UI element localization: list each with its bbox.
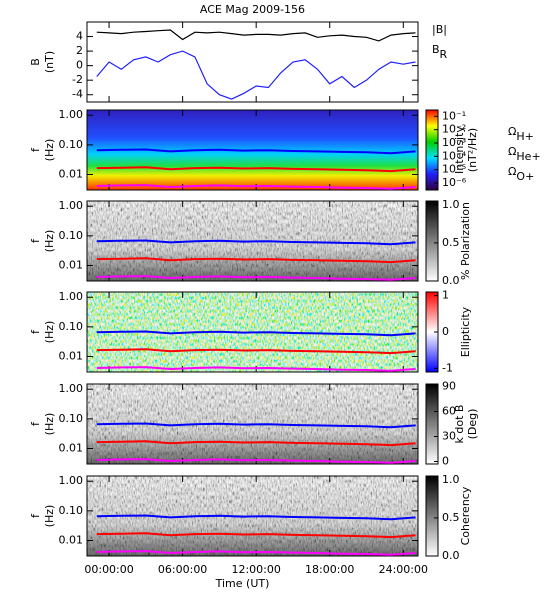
plot-frame bbox=[86, 383, 419, 465]
y-axis-label: f bbox=[29, 513, 42, 518]
colorbar bbox=[425, 383, 439, 465]
colorbar bbox=[425, 475, 439, 557]
x-tick-label: 24:00:00 bbox=[379, 563, 428, 576]
x-tick-label: 18:00:00 bbox=[305, 563, 354, 576]
y-tick-label: 4 bbox=[76, 30, 83, 43]
colorbar-tick-label: 0.0 bbox=[442, 274, 460, 287]
data-line bbox=[96, 257, 416, 264]
y-tick-label: 0.01 bbox=[59, 350, 84, 363]
colorbar-label: Coherency bbox=[459, 486, 472, 545]
y-tick-label: 0.10 bbox=[59, 320, 84, 333]
plot-frame bbox=[86, 475, 419, 557]
data-line bbox=[96, 29, 416, 42]
y-tick-label: 0.01 bbox=[59, 442, 84, 455]
colorbar-tick-label: 30 bbox=[442, 430, 456, 443]
colorbar-label: Ellipticity bbox=[459, 306, 472, 357]
colorbar-tick-label: 90 bbox=[442, 380, 456, 393]
colorbar-tick-label: 0.0 bbox=[442, 549, 460, 562]
data-line bbox=[96, 184, 416, 190]
x-axis-label: Time (UT) bbox=[215, 577, 270, 590]
legend-entry: BR bbox=[432, 43, 448, 61]
y-tick-label: 0.10 bbox=[59, 412, 84, 425]
legend-entry: |B| bbox=[432, 23, 447, 36]
x-tick-label: 06:00:00 bbox=[158, 563, 207, 576]
y-axis-label: f bbox=[29, 147, 42, 152]
x-tick-label: 00:00:00 bbox=[84, 563, 133, 576]
y-tick-label: 0.01 bbox=[59, 534, 84, 547]
y-tick-label: 1.00 bbox=[59, 474, 84, 487]
colorbar-tick-label: 10⁻⁴ bbox=[442, 149, 467, 162]
y-axis-label: (Hz) bbox=[43, 230, 56, 253]
colorbar-tick-label: 0 bbox=[442, 455, 449, 468]
y-tick-label: 1.00 bbox=[59, 199, 84, 212]
colorbar-label: k dot B bbox=[453, 405, 466, 444]
plot-frame bbox=[86, 291, 419, 373]
data-line bbox=[96, 440, 416, 447]
y-tick-label: 0.01 bbox=[59, 168, 84, 181]
colorbar-tick-label: 1 bbox=[442, 289, 449, 302]
y-tick-label: -4 bbox=[72, 88, 83, 101]
y-tick-label: 0.10 bbox=[59, 138, 84, 151]
colorbar-label: Intensity bbox=[453, 126, 466, 174]
y-tick-label: 0.10 bbox=[59, 229, 84, 242]
y-tick-label: 1.00 bbox=[59, 382, 84, 395]
data-line bbox=[96, 422, 416, 429]
x-tick-label: 12:00:00 bbox=[231, 563, 280, 576]
legend-entry: ΩH+ bbox=[508, 125, 534, 143]
data-line bbox=[96, 550, 416, 556]
y-tick-label: -2 bbox=[72, 73, 83, 86]
y-axis-label: (Hz) bbox=[43, 321, 56, 344]
colorbar-label: (Deg) bbox=[466, 409, 479, 440]
data-line bbox=[96, 239, 416, 246]
colorbar-tick-label: 10⁻³ bbox=[442, 136, 466, 149]
colorbar-tick-label: 10⁻⁶ bbox=[442, 176, 467, 189]
data-line bbox=[96, 348, 416, 355]
plot-frame bbox=[86, 109, 419, 191]
data-line bbox=[96, 330, 416, 337]
colorbar-tick-label: 60 bbox=[442, 405, 456, 418]
y-tick-label: 2 bbox=[76, 44, 83, 57]
data-line bbox=[96, 50, 416, 100]
y-tick-label: 0 bbox=[76, 59, 83, 72]
colorbar-tick-label: 0.5 bbox=[442, 236, 460, 249]
colorbar-tick-label: 1.0 bbox=[442, 473, 460, 486]
colorbar bbox=[425, 109, 439, 191]
y-axis-label: (Hz) bbox=[43, 505, 56, 528]
colorbar-tick-label: 1.0 bbox=[442, 198, 460, 211]
y-axis-label: B bbox=[29, 58, 42, 66]
colorbar-label: % Polarization bbox=[459, 202, 472, 280]
y-axis-label: (Hz) bbox=[43, 413, 56, 436]
colorbar-tick-label: 0 bbox=[442, 325, 449, 338]
data-line bbox=[96, 458, 416, 464]
colorbar-tick-label: 10⁻⁵ bbox=[442, 163, 466, 176]
colorbar-tick-label: -1 bbox=[442, 361, 453, 374]
y-axis-label: (Hz) bbox=[43, 139, 56, 162]
legend-entry: ΩO+ bbox=[508, 165, 534, 183]
y-tick-label: 0.10 bbox=[59, 504, 84, 517]
data-line bbox=[96, 148, 416, 155]
plot-frame bbox=[86, 21, 419, 103]
y-tick-label: 0.01 bbox=[59, 259, 84, 272]
y-axis-label: (nT) bbox=[43, 51, 56, 73]
data-line bbox=[96, 532, 416, 539]
y-axis-label: f bbox=[29, 421, 42, 426]
chart-title: ACE Mag 2009-156 bbox=[200, 3, 305, 16]
colorbar bbox=[425, 200, 439, 282]
colorbar-tick-label: 10⁻² bbox=[442, 123, 466, 136]
colorbar-label: (nT²/Hz) bbox=[466, 128, 479, 172]
plot-frame bbox=[86, 200, 419, 282]
data-line bbox=[96, 166, 416, 173]
y-axis-label: f bbox=[29, 329, 42, 334]
data-line bbox=[96, 275, 416, 281]
data-line bbox=[96, 514, 416, 521]
y-tick-label: 1.00 bbox=[59, 290, 84, 303]
colorbar-tick-label: 0.5 bbox=[442, 511, 460, 524]
y-tick-label: 1.00 bbox=[59, 108, 84, 121]
colorbar-tick-label: 10⁻¹ bbox=[442, 109, 466, 122]
legend-entry: ΩHe+ bbox=[508, 145, 541, 163]
data-line bbox=[96, 366, 416, 372]
y-axis-label: f bbox=[29, 238, 42, 243]
